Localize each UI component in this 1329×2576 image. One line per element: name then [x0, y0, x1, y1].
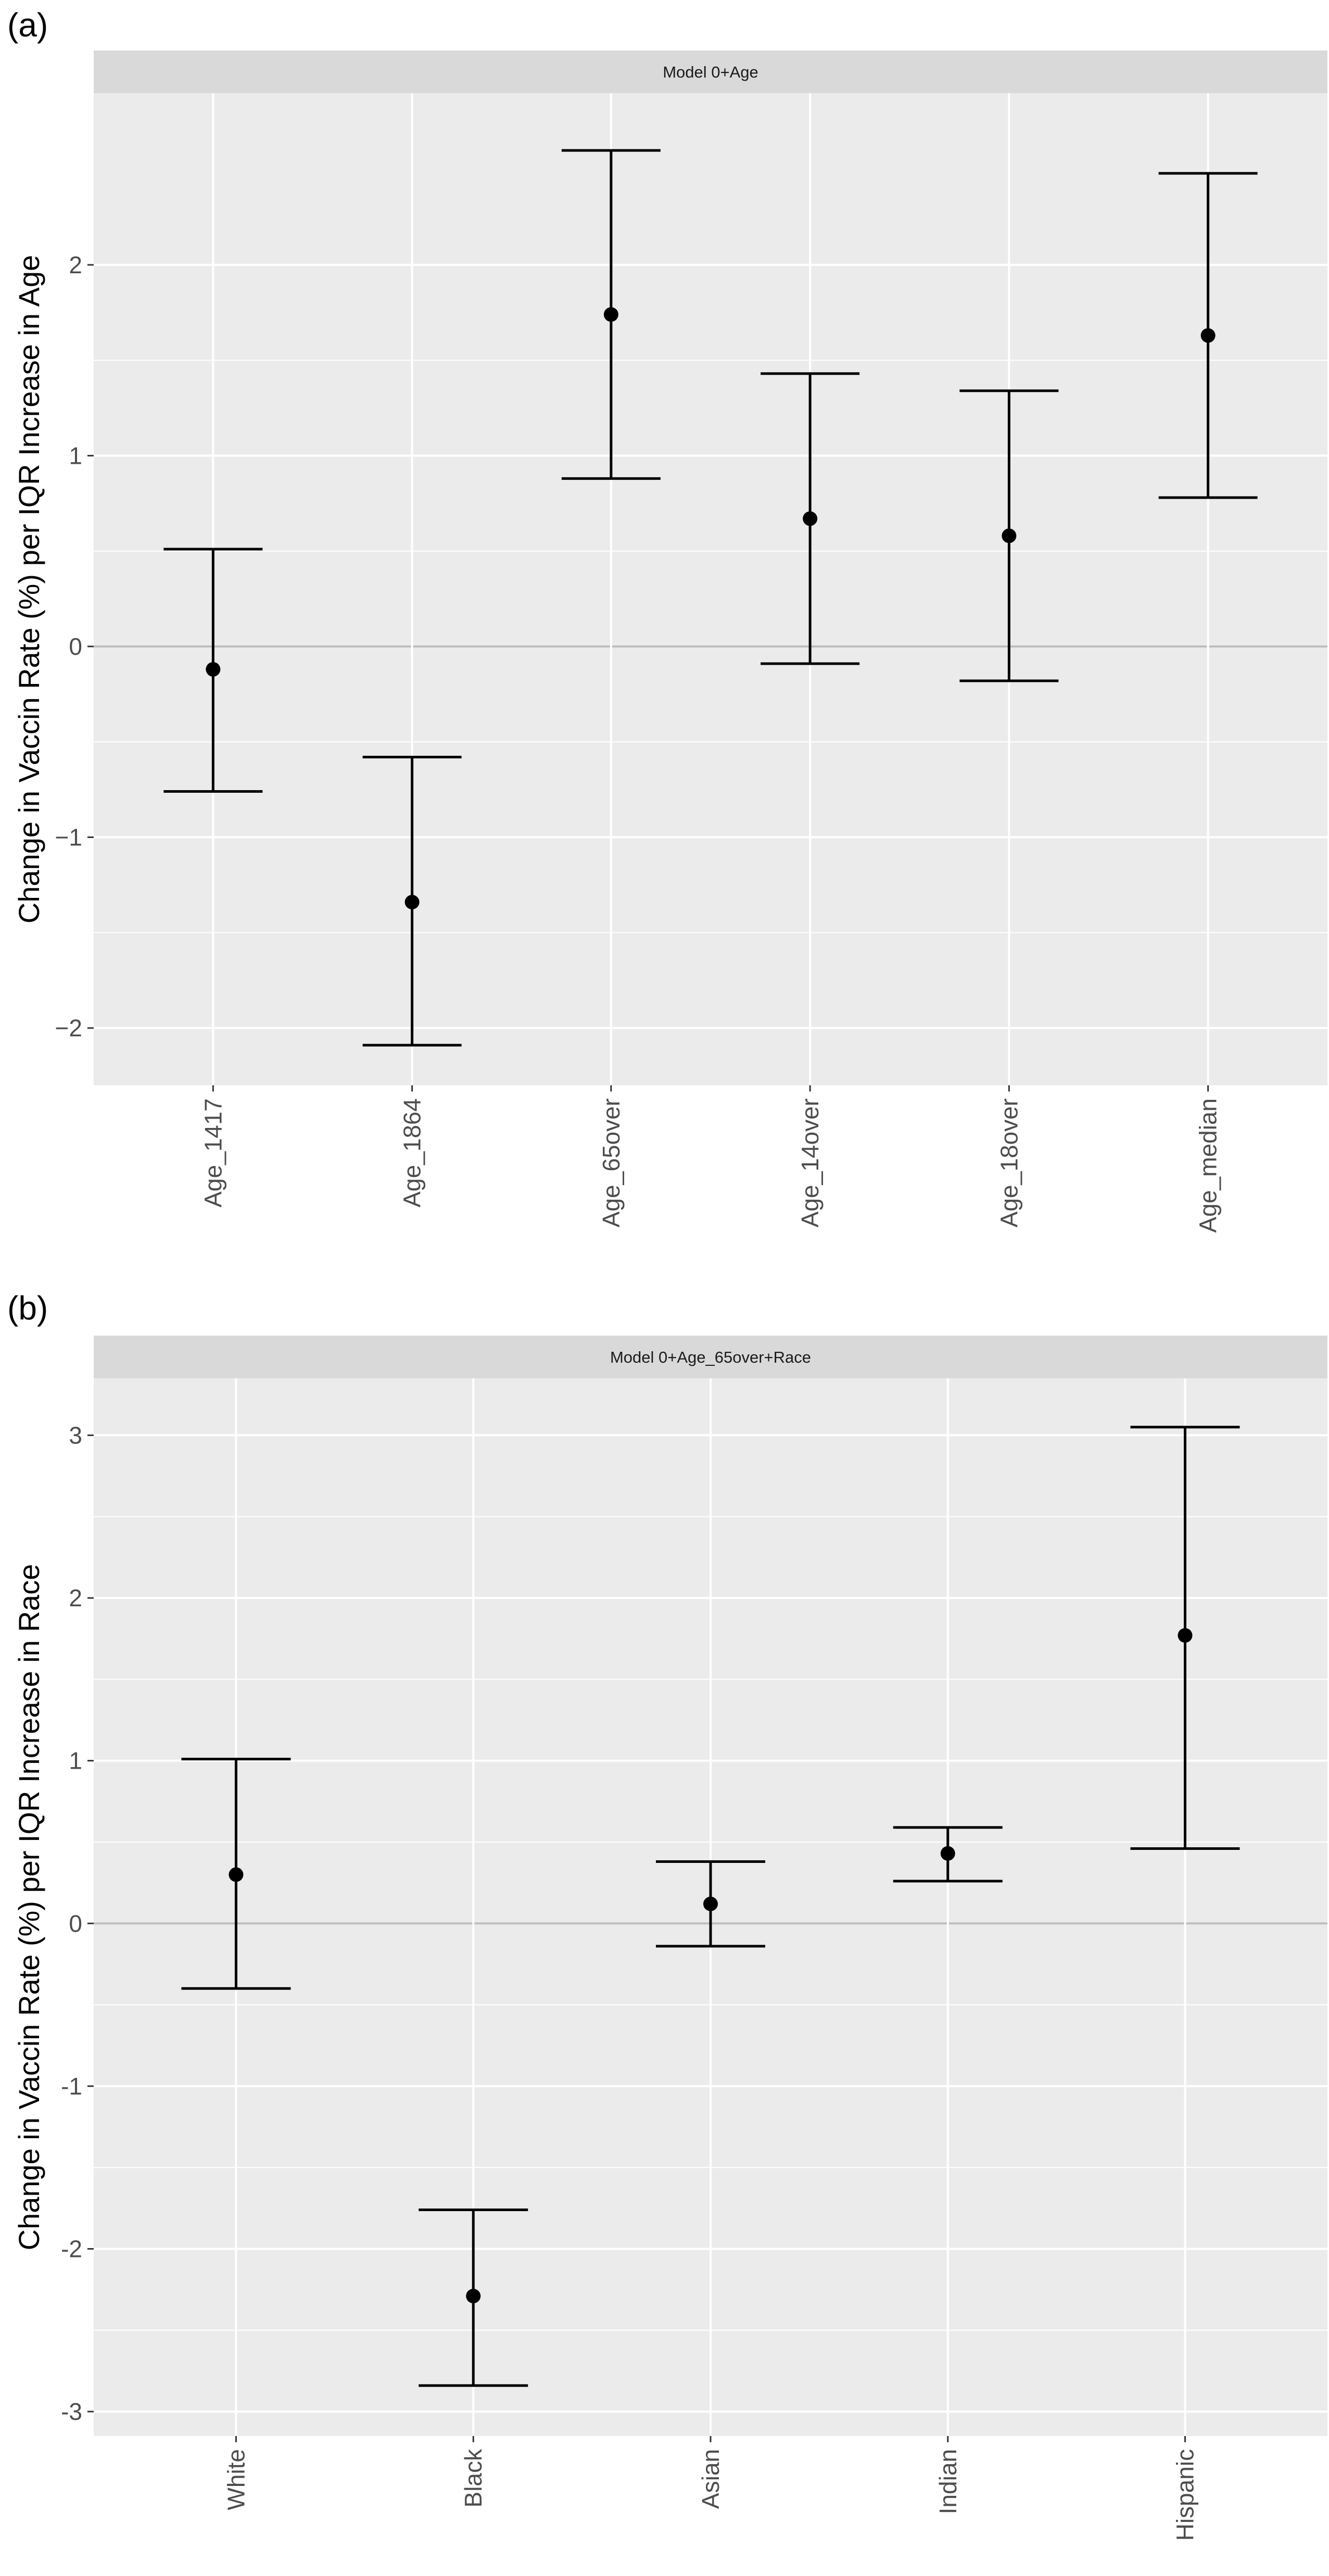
x-tick-label: Age_65over: [598, 1098, 625, 1227]
y-tick-label: 3: [69, 1422, 82, 1449]
x-tick-label: White: [222, 2449, 249, 2510]
y-tick-label: 2: [69, 1584, 82, 1611]
y-tick-label: 2: [69, 251, 82, 278]
estimate-point: [703, 1896, 718, 1911]
estimate-point: [803, 511, 818, 526]
facet-strip-title-b: Model 0+Age_65over+Race: [610, 1348, 811, 1366]
x-axis-ticks-a: [212, 1085, 1209, 1092]
estimate-point: [404, 895, 420, 910]
facet-strip-title-a: Model 0+Age: [663, 63, 758, 81]
estimate-point: [1002, 528, 1017, 543]
y-axis-title-a: Change in Vaccin Rate (%) per IQR Increa…: [12, 255, 45, 924]
y-tick-label: -2: [61, 2235, 82, 2262]
estimate-point: [229, 1867, 244, 1882]
y-tick-label: -1: [61, 2073, 82, 2100]
points-a: [206, 307, 1216, 910]
y-tick-label: 0: [69, 633, 82, 660]
x-tick-label: Indian: [934, 2449, 961, 2514]
panel-label-a: (a): [7, 6, 48, 44]
x-tick-label: Age_1864: [399, 1098, 426, 1208]
estimate-point: [940, 1846, 955, 1861]
estimate-point: [1178, 1628, 1193, 1643]
facet-strip-b: [94, 1336, 1327, 1378]
chart-panel-b: (b) Model 0+Age_65over+Race -3 -2 -1 0 1 2 3 W…: [7, 1289, 1327, 2541]
estimate-point: [206, 662, 221, 677]
x-tick-label: Black: [460, 2448, 487, 2507]
y-tick-label: -3: [61, 2398, 82, 2425]
y-axis-ticks-a: [87, 264, 94, 1029]
facet-strip-a: [94, 50, 1327, 93]
points-b: [229, 1628, 1193, 2304]
plot-background-a: [94, 93, 1327, 1085]
y-tick-labels-a: −2 −1 0 1 2: [55, 251, 82, 1042]
x-tick-label: Age_18over: [995, 1098, 1022, 1227]
estimate-point: [603, 307, 618, 322]
y-axis-ticks-b: [87, 1434, 94, 2413]
x-tick-label: Age_median: [1195, 1098, 1222, 1233]
chart-panel-a: (a) Model 0+Age −2 −1 0 1 2 Age_1417 Age_1864…: [7, 6, 1327, 1233]
x-tick-label: Hispanic: [1172, 2449, 1199, 2541]
panel-label-b: (b): [7, 1289, 48, 1327]
x-tick-labels-a: Age_1417 Age_1864 Age_65over Age_14over Age_…: [199, 1098, 1221, 1233]
y-tick-label: 1: [69, 1747, 82, 1774]
y-tick-label: −2: [55, 1014, 82, 1042]
y-tick-label: 1: [69, 442, 82, 469]
y-tick-labels-b: -3 -2 -1 0 1 2 3: [61, 1422, 82, 2425]
x-tick-label: Age_1417: [199, 1098, 226, 1208]
y-tick-label: 0: [69, 1910, 82, 1937]
x-tick-label: Age_14over: [796, 1098, 824, 1227]
y-tick-label: −1: [55, 824, 82, 851]
y-axis-title-b: Change in Vaccin Rate (%) per IQR Increa…: [12, 1564, 45, 2251]
estimate-point: [466, 2289, 481, 2304]
x-axis-ticks-b: [235, 2436, 1186, 2442]
x-tick-label: Asian: [697, 2449, 724, 2509]
x-tick-labels-b: White Black Asian Indian Hispanic: [222, 2448, 1198, 2541]
estimate-point: [1200, 328, 1216, 343]
